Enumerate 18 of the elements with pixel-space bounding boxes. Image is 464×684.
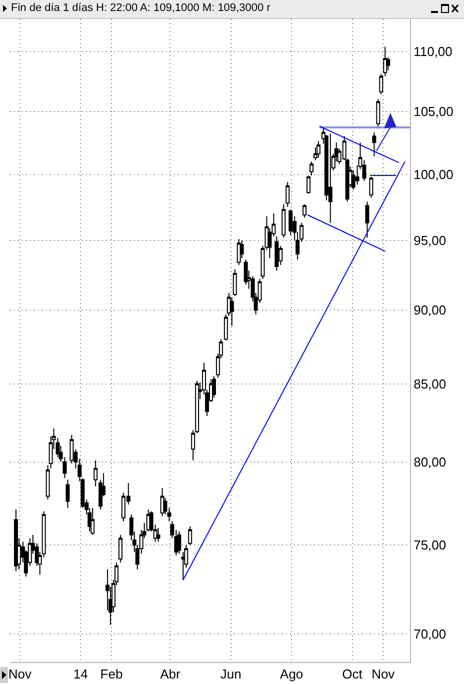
x-tick-label: Oct <box>342 666 363 682</box>
x-tick-label: Ago <box>280 666 304 682</box>
x-tick-label: Nov <box>8 666 32 682</box>
y-tick-label: 80,00 <box>414 454 446 470</box>
y-tick-label: 85,00 <box>414 376 446 392</box>
x-tick-label: Jun <box>220 666 242 682</box>
y-tick-label: 95,00 <box>414 232 446 248</box>
x-tick-label: Abr <box>160 666 181 682</box>
chart-title: Fin de día 1 días H: 22:00 A: 109,1000 M: 109,3000 r <box>11 2 270 15</box>
x-tick-label: Nov <box>372 666 396 682</box>
y-tick-label: 70,00 <box>414 626 446 642</box>
y-tick-label: 105,00 <box>414 104 454 119</box>
x-tick-label: 14 <box>73 666 88 682</box>
x-tick-label: Feb <box>100 666 123 682</box>
y-tick-label: 90,00 <box>414 302 446 318</box>
y-tick-label: 110,00 <box>414 44 452 59</box>
y-tick-label: 100,00 <box>414 166 454 182</box>
y-tick-label: 75,00 <box>414 538 446 553</box>
